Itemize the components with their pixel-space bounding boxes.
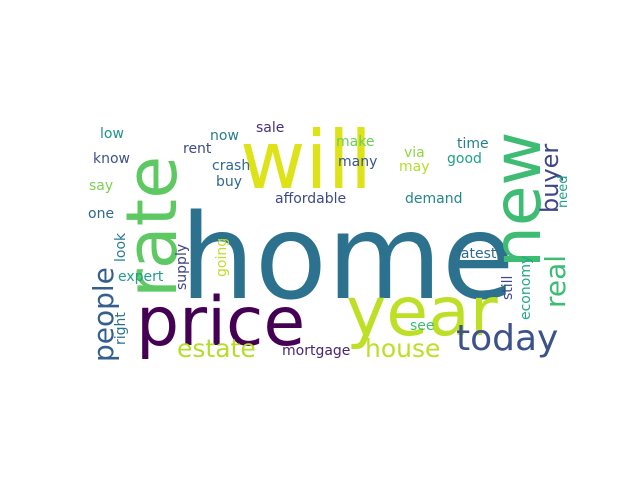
word-rate: rate bbox=[111, 156, 193, 298]
word-via: via bbox=[404, 145, 425, 161]
word-buyer: buyer bbox=[536, 144, 564, 213]
word-good: good bbox=[447, 151, 482, 167]
word-expert: expert bbox=[118, 269, 164, 285]
word-still: still bbox=[500, 276, 516, 300]
word-see: see bbox=[410, 318, 435, 334]
word-sale: sale bbox=[256, 120, 284, 136]
word-demand: demand bbox=[405, 191, 462, 207]
word-home: home bbox=[180, 188, 515, 326]
word-latest: latest bbox=[457, 246, 497, 262]
word-many: many bbox=[338, 154, 377, 170]
word-buy: buy bbox=[216, 174, 242, 190]
word-crash: crash bbox=[212, 158, 250, 174]
word-people: people bbox=[87, 267, 120, 362]
word-estate: estate bbox=[177, 334, 256, 363]
word-economy: economy bbox=[518, 256, 534, 320]
word-make: make bbox=[336, 134, 374, 150]
word-today: today bbox=[456, 318, 558, 359]
word-affordable: affordable bbox=[275, 191, 346, 207]
word-new: new bbox=[479, 132, 556, 268]
word-right: right bbox=[113, 312, 129, 345]
word-now: now bbox=[210, 128, 239, 144]
word-look: look bbox=[113, 232, 129, 262]
word-know: know bbox=[93, 151, 130, 167]
word-year: year bbox=[346, 273, 498, 352]
word-going: going bbox=[214, 238, 230, 277]
word-time: time bbox=[457, 136, 489, 152]
word-house: house bbox=[365, 334, 440, 363]
word-say: say bbox=[89, 178, 113, 194]
word-will: will bbox=[240, 114, 372, 207]
word-low: low bbox=[100, 126, 124, 142]
word-rent: rent bbox=[183, 141, 212, 157]
word-real: real bbox=[539, 255, 572, 308]
word-price: price bbox=[136, 283, 305, 362]
word-may: may bbox=[399, 159, 430, 175]
svg-text:home: home bbox=[180, 188, 515, 326]
word-supply: supply bbox=[174, 244, 190, 290]
word-need: need bbox=[556, 176, 571, 209]
word-mortgage: mortgage bbox=[282, 343, 350, 359]
word-one: one bbox=[88, 206, 114, 222]
